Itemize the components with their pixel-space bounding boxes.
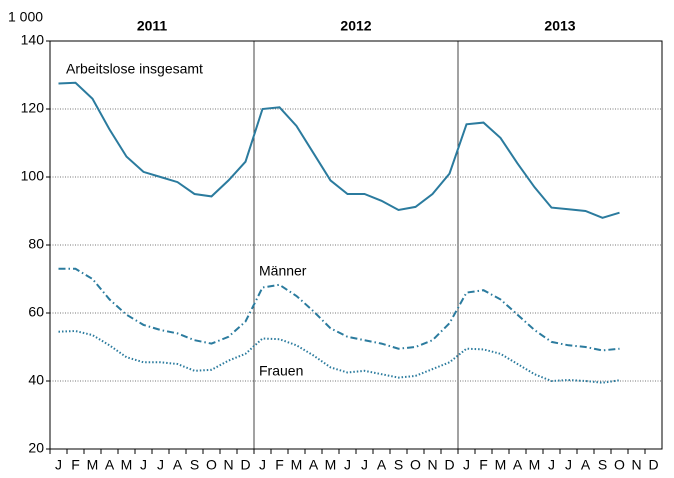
- y-tick-label: 120: [21, 100, 45, 116]
- x-tick-label: J: [565, 457, 572, 473]
- x-tick-label: M: [87, 457, 99, 473]
- series-line: [58, 81, 620, 219]
- y-tick-label: 60: [28, 304, 44, 320]
- x-tick-label: N: [427, 457, 437, 473]
- x-tick-label: O: [614, 457, 625, 473]
- series-label: Frauen: [259, 363, 303, 379]
- y-tick-label: 100: [21, 168, 45, 184]
- x-tick-label: J: [157, 457, 164, 473]
- x-tick-label: D: [444, 457, 454, 473]
- x-tick-label: S: [394, 457, 403, 473]
- x-tick-label: J: [361, 457, 368, 473]
- y-unit: 1 000: [8, 9, 43, 25]
- x-tick-label: S: [598, 457, 607, 473]
- x-tick-label: M: [121, 457, 133, 473]
- x-tick-label: N: [631, 457, 641, 473]
- x-tick-label: M: [529, 457, 541, 473]
- y-tick-label: 140: [21, 32, 45, 48]
- x-tick-label: M: [291, 457, 303, 473]
- x-tick-label: A: [377, 457, 387, 473]
- series-label: Männer: [259, 263, 307, 279]
- x-tick-label: A: [105, 457, 115, 473]
- series-line: [58, 329, 620, 384]
- x-tick-label: F: [275, 457, 284, 473]
- x-tick-label: D: [648, 457, 658, 473]
- x-tick-label: A: [173, 457, 183, 473]
- y-tick-label: 80: [28, 236, 44, 252]
- x-tick-label: O: [410, 457, 421, 473]
- x-tick-label: F: [479, 457, 488, 473]
- x-tick-label: A: [581, 457, 591, 473]
- x-tick-label: J: [548, 457, 555, 473]
- x-tick-label: J: [55, 457, 62, 473]
- x-tick-label: M: [325, 457, 337, 473]
- series-line: [58, 267, 620, 352]
- x-tick-label: F: [71, 457, 80, 473]
- x-tick-label: N: [223, 457, 233, 473]
- year-label: 2013: [544, 18, 575, 34]
- y-tick-label: 20: [28, 440, 44, 456]
- x-tick-label: M: [495, 457, 507, 473]
- year-label: 2012: [340, 18, 371, 34]
- x-tick-label: J: [140, 457, 147, 473]
- x-tick-label: A: [309, 457, 319, 473]
- series-label: Arbeitslose insgesamt: [66, 61, 203, 77]
- x-tick-label: J: [344, 457, 351, 473]
- year-label: 2011: [137, 18, 168, 34]
- x-tick-label: S: [190, 457, 199, 473]
- x-tick-label: J: [463, 457, 470, 473]
- x-tick-label: A: [513, 457, 523, 473]
- x-tick-label: J: [259, 457, 266, 473]
- x-tick-label: D: [240, 457, 250, 473]
- plot-frame: [49, 40, 663, 450]
- x-tick-label: O: [206, 457, 217, 473]
- y-tick-label: 40: [28, 372, 44, 388]
